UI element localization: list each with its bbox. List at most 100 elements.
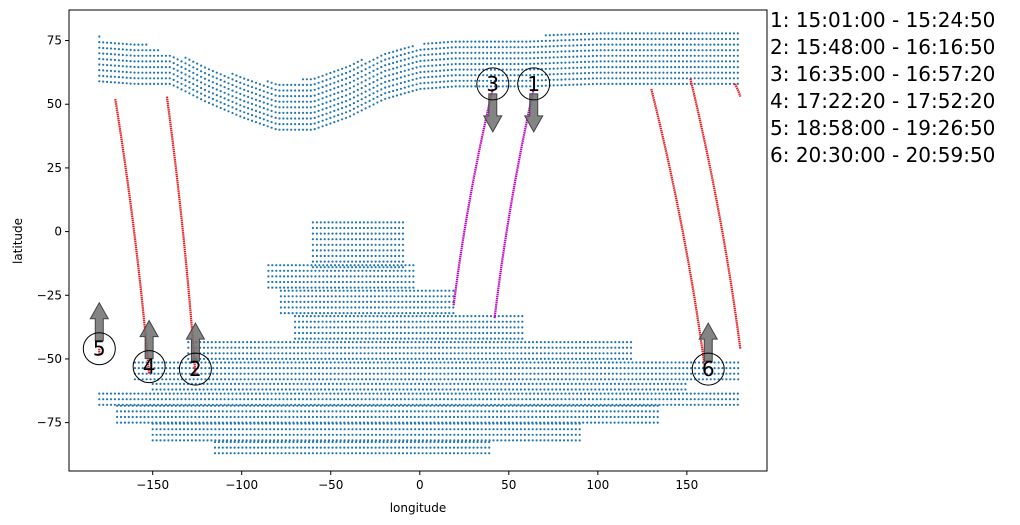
region-point: [635, 378, 638, 381]
region-point: [405, 415, 409, 419]
region-point: [204, 361, 207, 364]
region-point: [439, 86, 442, 89]
region-point: [563, 357, 566, 360]
region-point: [398, 254, 401, 258]
region-point: [400, 378, 403, 381]
region-point: [329, 100, 332, 103]
region-point: [364, 326, 367, 329]
region-point: [327, 433, 331, 436]
region-point: [352, 392, 355, 395]
region-point: [341, 269, 344, 272]
region-point: [623, 32, 626, 35]
region-point: [571, 357, 574, 360]
region-point: [358, 306, 361, 309]
region-point: [423, 367, 426, 370]
region-point: [619, 378, 622, 381]
region-point: [211, 75, 214, 78]
region-point: [709, 54, 712, 57]
region-point: [406, 388, 409, 391]
region-point: [374, 433, 378, 436]
region-point: [340, 357, 343, 360]
region-point: [357, 367, 360, 370]
region-point: [369, 300, 373, 303]
region-point: [257, 346, 260, 349]
region-point: [489, 57, 493, 60]
region-point: [265, 357, 268, 360]
region-point: [388, 275, 391, 278]
region-point: [638, 82, 642, 85]
region-point: [586, 346, 590, 349]
region-point: [435, 378, 438, 381]
region-point: [343, 357, 347, 360]
region-point: [445, 404, 448, 407]
region-point: [153, 60, 156, 63]
region-point: [568, 72, 571, 75]
region-point: [533, 68, 536, 71]
region-point: [543, 415, 546, 419]
region-point: [658, 32, 661, 35]
region-point: [321, 125, 324, 128]
region-point: [602, 346, 605, 349]
region-point: [431, 337, 434, 340]
region-point: [454, 315, 457, 318]
region-point: [211, 403, 214, 406]
region-point: [658, 43, 661, 46]
region-point: [456, 404, 459, 407]
region-point: [233, 415, 236, 419]
region-point: [307, 404, 311, 407]
region-point: [674, 71, 677, 74]
region-point: [737, 361, 740, 364]
region-point: [302, 269, 305, 272]
region-point: [550, 404, 554, 407]
region-point: [623, 403, 626, 406]
region-point: [709, 378, 712, 381]
region-point: [374, 249, 377, 252]
region-point: [415, 403, 418, 406]
region-point: [370, 260, 373, 263]
region-point: [709, 82, 712, 85]
region-point: [376, 320, 379, 323]
region-point: [656, 404, 659, 407]
region-point: [697, 60, 700, 63]
region-point: [454, 68, 457, 71]
region-point: [276, 415, 279, 419]
region-point: [572, 398, 575, 401]
region-point: [441, 410, 444, 413]
region-point: [385, 295, 388, 298]
region-point: [560, 61, 563, 64]
region-point: [227, 372, 230, 375]
region-point: [505, 326, 508, 329]
region-point: [322, 295, 326, 298]
region-point: [145, 82, 148, 85]
region-point: [580, 378, 583, 381]
region-point: [450, 403, 453, 406]
region-point: [713, 398, 716, 401]
region-point: [326, 289, 329, 292]
region-point: [368, 315, 371, 318]
region-point: [373, 269, 376, 272]
region-point: [539, 388, 542, 391]
region-point: [446, 85, 449, 88]
region-point: [453, 382, 456, 385]
region-point: [648, 415, 651, 419]
region-point: [117, 398, 120, 401]
region-point: [537, 361, 540, 364]
region-point: [568, 55, 571, 59]
region-point: [388, 367, 391, 370]
region-point: [369, 312, 373, 315]
region-point: [401, 221, 405, 224]
region-point: [516, 357, 519, 360]
region-point: [322, 300, 326, 303]
region-point: [552, 33, 555, 37]
region-point: [690, 372, 693, 375]
region-point: [250, 392, 254, 395]
region-point: [554, 404, 557, 407]
region-point: [352, 96, 355, 99]
region-point: [223, 361, 227, 364]
region-point: [724, 403, 728, 406]
region-point: [432, 300, 435, 303]
region-point: [284, 433, 287, 436]
region-point: [549, 367, 552, 370]
region-point: [358, 232, 362, 235]
region-point: [376, 73, 379, 76]
